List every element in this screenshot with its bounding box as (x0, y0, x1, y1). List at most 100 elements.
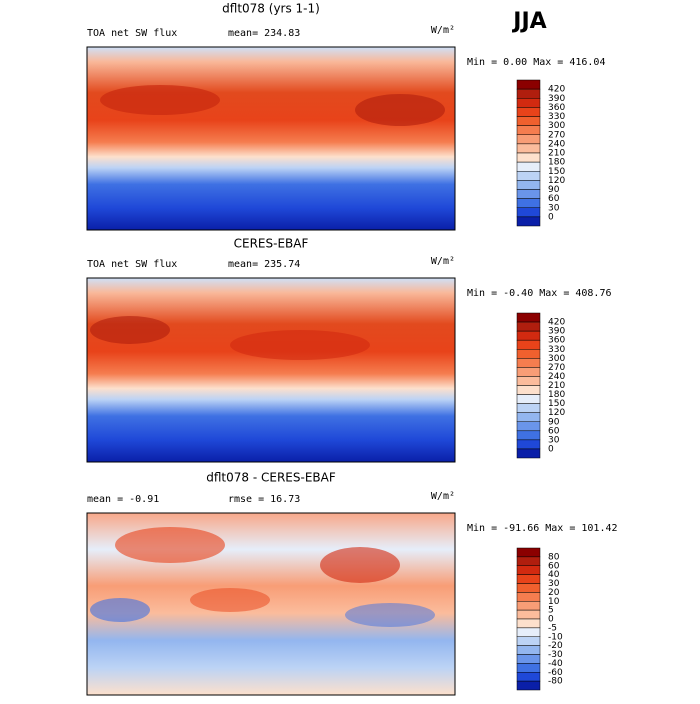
colorbar-label: 150 (548, 399, 565, 409)
colorbar-box (516, 107, 541, 117)
min-max: Min = -0.40 Max = 408.76 (467, 288, 612, 299)
colorbar-label: 30 (548, 203, 560, 213)
colorbar-label: 390 (548, 327, 565, 337)
colorbar-label: 360 (548, 336, 565, 346)
colorbar-label: 60 (548, 194, 560, 204)
colorbar-box (516, 574, 541, 584)
min-max: Min = -91.66 Max = 101.42 (467, 523, 618, 534)
colorbar-label: 210 (548, 381, 565, 391)
colorbar-label: 40 (548, 570, 560, 580)
map-3 (86, 512, 456, 696)
colorbar-label: 30 (548, 435, 560, 445)
colorbar-label: -40 (548, 659, 563, 669)
colorbar-box (516, 556, 541, 566)
colorbar-label: 0 (548, 444, 554, 454)
colorbar-box (516, 403, 541, 413)
colorbar-label: 420 (548, 318, 565, 328)
colorbar-label: -30 (548, 650, 563, 660)
colorbar-label: -20 (548, 641, 563, 651)
units: W/m² (431, 491, 455, 502)
panel-left-label: mean = -0.91 (87, 494, 159, 505)
colorbar-box (516, 358, 541, 368)
colorbar-box (516, 385, 541, 395)
colorbar-label: -10 (548, 632, 563, 642)
colorbar-box (516, 636, 541, 646)
colorbar-box (516, 312, 541, 323)
colorbar-box (516, 412, 541, 422)
panel-center-label: mean= 235.74 (228, 259, 300, 270)
colorbar-box (516, 216, 541, 227)
colorbar-box (516, 79, 541, 90)
colorbar-box (516, 134, 541, 145)
colorbar-label: 90 (548, 185, 560, 195)
panel-title: dflt078 (yrs 1-1) (222, 2, 320, 16)
colorbar-label: 330 (548, 112, 565, 122)
colorbar-box (516, 376, 541, 386)
colorbar-box (516, 321, 541, 332)
colorbar-label: 30 (548, 579, 560, 589)
colorbar-box (516, 609, 541, 620)
panel-center-label: rmse = 16.73 (228, 494, 300, 505)
colorbar-label: 210 (548, 149, 565, 159)
colorbar-label: 240 (548, 372, 565, 382)
colorbar-box (516, 627, 541, 637)
panel-left-label: TOA net SW flux (87, 259, 177, 270)
colorbar-label: 120 (548, 408, 565, 418)
colorbar-box (516, 394, 541, 404)
colorbar-box (516, 565, 541, 575)
colorbar-label: 150 (548, 167, 565, 177)
panel-center-label: mean= 234.83 (228, 28, 300, 39)
colorbar-label: 60 (548, 561, 560, 571)
colorbar-label: 5 (548, 606, 554, 616)
colorbar-box (516, 592, 541, 602)
colorbar-box (516, 680, 541, 691)
colorbar-label: 270 (548, 130, 565, 140)
colorbar-box (516, 189, 541, 199)
colorbar-box (516, 618, 541, 629)
colorbar-box (516, 448, 541, 459)
colorbar-box (516, 439, 541, 450)
colorbar-box (516, 430, 541, 441)
season-label: JJA (511, 9, 546, 34)
colorbar-label: 390 (548, 94, 565, 104)
colorbar-label: 270 (548, 363, 565, 373)
colorbar-box (516, 180, 541, 190)
colorbar-box (516, 601, 541, 611)
colorbar-label: 60 (548, 426, 560, 436)
colorbar-label: 10 (548, 597, 560, 607)
colorbar-label: -5 (548, 623, 557, 633)
colorbar-label: 0 (548, 212, 554, 222)
colorbar-box (516, 161, 541, 172)
colorbar-box (516, 583, 541, 593)
colorbar-box (516, 421, 541, 432)
colorbar-box (516, 207, 541, 218)
colorbar-label: 120 (548, 176, 565, 186)
map-1 (86, 46, 456, 231)
colorbar-box (516, 654, 541, 664)
colorbar-label: -80 (548, 677, 563, 687)
colorbar-box (516, 339, 541, 350)
colorbar-box (516, 367, 541, 377)
panel-left-label: TOA net SW flux (87, 28, 177, 39)
colorbar-label: 0 (548, 615, 554, 625)
colorbar-box (516, 547, 541, 558)
colorbar-box (516, 672, 541, 682)
colorbar-box (516, 98, 541, 108)
colorbar-box (516, 88, 541, 99)
colorbar-box (516, 171, 541, 181)
colorbar-box (516, 125, 541, 135)
colorbar-box (516, 116, 541, 126)
colorbar-label: 300 (548, 121, 565, 131)
colorbar-box (516, 198, 541, 208)
colorbar-box (516, 349, 541, 359)
units: W/m² (431, 256, 455, 267)
panel-title: CERES-EBAF (234, 237, 309, 251)
min-max: Min = 0.00 Max = 416.04 (467, 57, 605, 68)
colorbar-label: 90 (548, 417, 560, 427)
colorbar-label: 180 (548, 390, 565, 400)
colorbar-label: 80 (548, 552, 560, 562)
colorbar-box (516, 152, 541, 163)
colorbar-box (516, 645, 541, 655)
colorbar-label: 420 (548, 85, 565, 95)
